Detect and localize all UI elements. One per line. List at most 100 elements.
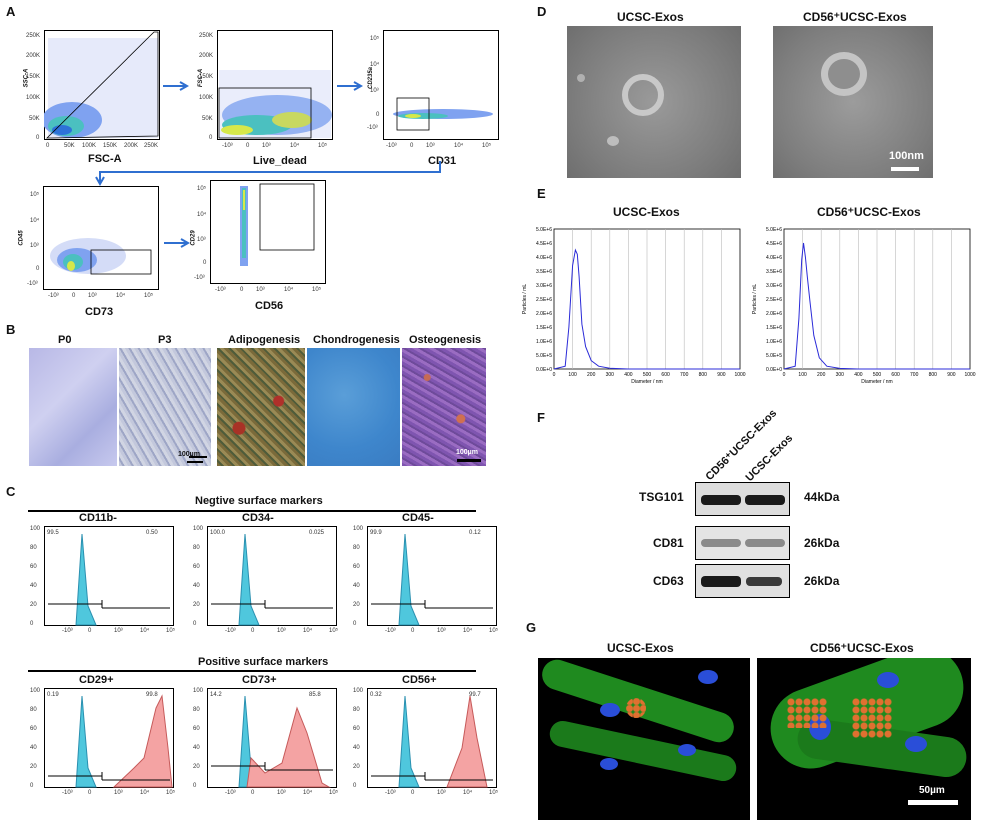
image-title: Chondrogenesis: [313, 334, 400, 346]
scale-label: 100nm: [889, 150, 924, 162]
x-tick: 10³: [426, 143, 435, 149]
y-tick: 150K: [26, 74, 41, 80]
band-name: CD81: [653, 536, 684, 550]
x-tick: 900: [947, 372, 956, 378]
gate-percent-right: 0.025: [309, 530, 325, 536]
scatter-area: [210, 180, 326, 284]
gate-line: [371, 772, 493, 781]
y-tick: 0: [30, 621, 34, 627]
panel-label-b: B: [6, 322, 16, 337]
x-tick: 10⁴: [454, 143, 464, 149]
y-tick: 2.0E+6: [536, 311, 552, 317]
y-tick: 4.5E+6: [766, 241, 782, 247]
y-tick: 0: [203, 260, 207, 266]
x-tick: 10⁴: [463, 628, 473, 634]
y-tick: 5.0E+6: [536, 227, 552, 233]
panel-label-g: G: [526, 620, 537, 635]
x-tick: 0: [251, 628, 255, 634]
histogram-title: CD56+: [402, 674, 437, 686]
y-tick: 1.5E+6: [766, 325, 782, 331]
x-axis-label: FSC-A: [88, 153, 122, 165]
y-tick: 3.0E+6: [766, 283, 782, 289]
section-title-negative: Negtive surface markers: [195, 495, 323, 507]
size-distribution-chart-ucsc: 5.0E+6 4.5E+6 4.0E+6 3.5E+6 3.0E+6 2.5E+6 2.0E…: [522, 227, 746, 385]
y-axis-label: CD45: [18, 230, 25, 246]
y-tick: 100: [30, 688, 41, 694]
y-tick: 40: [193, 583, 200, 589]
scale-bar: [457, 459, 481, 462]
y-tick: 10⁴: [30, 218, 40, 224]
band-name: TSG101: [639, 490, 684, 504]
y-tick: 60: [193, 726, 200, 732]
x-tick: 700: [680, 372, 689, 378]
gate-line: [211, 600, 333, 609]
y-tick: 100K: [199, 95, 214, 101]
tem-image-cd56: [773, 26, 933, 178]
micrograph-osteogenesis: [402, 348, 486, 466]
x-axis-label: CD56: [255, 300, 284, 312]
y-tick: 100: [193, 688, 204, 694]
gate-percent-left: 0.32: [370, 692, 382, 698]
scale-label: 50µm: [919, 785, 945, 796]
y-tick: 40: [30, 745, 37, 751]
x-tick: 10⁵: [489, 628, 499, 634]
gate-percent-left: 100.0: [210, 530, 226, 536]
lane-label: CD56⁺UCSC-Exos: [703, 407, 780, 483]
x-tick: 400: [854, 372, 863, 378]
y-tick: 100: [353, 688, 364, 694]
x-tick: 0: [783, 372, 786, 378]
histogram-title: CD45-: [402, 512, 434, 524]
gate-percent-right: 99.8: [146, 692, 158, 698]
micrograph-p0: [29, 348, 117, 466]
y-tick: 60: [353, 726, 360, 732]
y-tick: 10³: [30, 243, 39, 249]
y-tick: 40: [30, 583, 37, 589]
tem-image-ucsc: [567, 26, 741, 178]
x-tick: 150K: [103, 143, 118, 149]
panel-label-e: E: [537, 186, 546, 201]
y-tick: 0: [209, 135, 213, 141]
x-tick: 500: [873, 372, 882, 378]
y-tick: 80: [353, 545, 360, 551]
histogram-plot: [44, 688, 174, 788]
band-size: 26kDa: [804, 574, 840, 588]
histogram-title: CD29+: [79, 674, 114, 686]
histogram-title: CD73+: [242, 674, 277, 686]
micrograph-p3: [119, 348, 211, 466]
y-tick: 4.0E+6: [766, 255, 782, 261]
distribution-line: [553, 248, 740, 370]
scatter-area: [383, 30, 499, 140]
divider: [28, 670, 476, 672]
x-tick: 0: [88, 790, 92, 796]
y-tick: 80: [193, 707, 200, 713]
y-tick: 3.0E+6: [536, 283, 552, 289]
x-tick: 200: [587, 372, 596, 378]
y-tick: 0: [36, 266, 40, 272]
x-tick: 10⁵: [329, 628, 339, 634]
x-tick: 400: [624, 372, 633, 378]
x-tick: 10⁴: [463, 790, 473, 796]
y-tick: 200K: [26, 53, 41, 59]
x-tick: 10⁴: [290, 143, 300, 149]
x-tick: 800: [699, 372, 708, 378]
y-tick: 0: [193, 621, 197, 627]
y-tick: 150K: [199, 74, 214, 80]
x-tick: -10³: [222, 143, 233, 149]
arrow-icon: [95, 161, 441, 187]
gate-percent-right: 0.12: [469, 530, 481, 536]
x-tick: 10⁴: [303, 790, 313, 796]
size-distribution-chart-cd56: 5.0E+6 4.5E+6 4.0E+6 3.5E+6 3.0E+6 2.5E+6 2.0E…: [752, 227, 976, 385]
y-tick: 3.5E+6: [766, 269, 782, 275]
y-tick: 20: [193, 602, 200, 608]
gate-percent-left: 99.9: [370, 530, 382, 536]
negative-control-peak: [75, 695, 97, 788]
image-title: UCSC-Exos: [607, 641, 674, 655]
y-tick: 0: [30, 783, 34, 789]
y-tick: 80: [353, 707, 360, 713]
band-size: 26kDa: [804, 536, 840, 550]
stained-peak: [446, 695, 488, 788]
x-axis-label: CD31: [428, 155, 457, 167]
y-tick: 2.5E+6: [536, 297, 552, 303]
image-title: Adipogenesis: [228, 334, 301, 346]
arrow-icon: [337, 81, 364, 91]
